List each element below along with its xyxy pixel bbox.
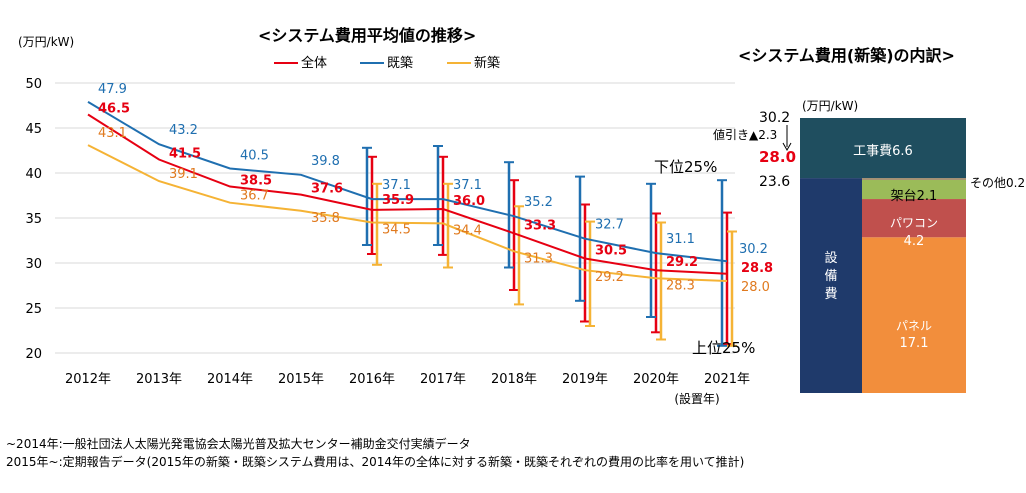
legend-label: 全体	[301, 55, 327, 71]
breakdown-y-label: (万円/kW)	[802, 99, 858, 113]
label-kadai: 架台2.1	[891, 189, 938, 204]
y-axis-label: (万円/kW)	[18, 35, 74, 49]
data-label-新築: 43.1	[98, 126, 127, 141]
label-panel: パネル	[896, 319, 932, 333]
data-label-既築: 30.2	[739, 242, 768, 257]
data-label-全体: 30.5	[595, 244, 627, 259]
x-tick-label: 2013年	[136, 372, 182, 387]
label-sonota: その他0.2	[970, 176, 1025, 190]
x-tick-label: 2012年	[65, 372, 111, 387]
source-note-2: 2015年~:定期報告データ(2015年の新築・既築システム費用は、2014年の…	[6, 455, 745, 469]
x-tick-label: 2014年	[207, 372, 253, 387]
data-label-既築: 47.9	[98, 82, 127, 97]
data-label-新築: 34.4	[453, 223, 482, 238]
data-label-既築: 40.5	[240, 149, 269, 164]
data-label-全体: 33.3	[524, 218, 556, 233]
y-tick-label: 30	[25, 257, 42, 272]
label-powercon: パワコン	[890, 216, 938, 230]
data-label-既築: 39.8	[311, 154, 340, 169]
data-label-新築: 31.3	[524, 251, 553, 266]
legend-label: 新築	[474, 55, 500, 71]
label-panel-value: 17.1	[900, 336, 929, 351]
y-tick-label: 35	[25, 212, 42, 227]
data-label-全体: 37.6	[311, 182, 343, 197]
x-tick-label: 2018年	[491, 372, 537, 387]
data-label-既築: 37.1	[453, 178, 482, 193]
x-tick-label: 2019年	[562, 372, 608, 387]
x-tick-label: 2021年	[704, 372, 750, 387]
x-axis-label: (設置年)	[674, 391, 719, 406]
data-label-既築: 32.7	[595, 218, 624, 233]
total-before-discount: 30.2	[759, 110, 790, 126]
y-tick-label: 45	[25, 122, 42, 137]
data-label-新築: 35.8	[311, 211, 340, 226]
data-label-新築: 36.7	[240, 189, 269, 204]
annotation-upper-quartile: 上位25%	[692, 339, 755, 357]
y-tick-label: 40	[25, 167, 42, 182]
data-label-新築: 28.0	[741, 280, 770, 295]
segment-kouji	[800, 118, 966, 179]
segment-sonota	[862, 178, 966, 180]
data-label-全体: 38.5	[240, 174, 272, 189]
x-tick-label: 2020年	[633, 372, 679, 387]
series-line-新築	[87, 144, 728, 282]
label-setsubi-char: 費	[824, 287, 837, 302]
series-line-全体	[87, 113, 728, 275]
data-label-全体: 46.5	[98, 102, 130, 117]
data-label-新築: 34.5	[382, 223, 411, 238]
series-line-既築	[87, 101, 728, 263]
line-chart-title: <システム費用平均値の推移>	[258, 26, 476, 45]
x-tick-label: 2016年	[349, 372, 395, 387]
x-tick-label: 2015年	[278, 372, 324, 387]
breakdown-title: <システム費用(新築)の内訳>	[738, 46, 955, 65]
label-setsubi-char: 備	[824, 268, 837, 284]
x-tick-label: 2017年	[420, 372, 466, 387]
data-label-既築: 37.1	[382, 178, 411, 193]
segment-setsubi	[800, 178, 862, 393]
data-label-既築: 31.1	[666, 232, 695, 247]
label-powercon-value: 4.2	[904, 234, 925, 249]
segment-kadai	[862, 179, 966, 200]
label-kouji: 工事費6.6	[853, 144, 913, 159]
legend-label: 既築	[387, 56, 413, 71]
data-label-既築: 43.2	[169, 123, 198, 138]
data-label-新築: 39.1	[169, 167, 198, 182]
discount-arrow-head	[782, 142, 792, 152]
data-label-新築: 28.3	[666, 278, 695, 293]
y-tick-label: 25	[25, 302, 42, 317]
data-label-既築: 35.2	[524, 195, 553, 210]
y-tick-label: 50	[25, 77, 42, 92]
discount-label: 値引き▲2.3	[713, 127, 777, 142]
data-label-全体: 28.8	[741, 261, 773, 276]
segment-panel	[862, 237, 966, 393]
equipment-total: 23.6	[759, 174, 790, 190]
data-label-全体: 41.5	[169, 147, 201, 162]
data-label-全体: 36.0	[453, 194, 485, 209]
total-after-discount: 28.0	[759, 148, 796, 166]
data-label-新築: 29.2	[595, 270, 624, 285]
segment-powercon	[862, 199, 966, 238]
annotation-lower-quartile: 下位25%	[654, 158, 717, 176]
label-setsubi-char: 設	[824, 250, 837, 266]
y-tick-label: 20	[25, 347, 42, 362]
source-note-1: ~2014年:一般社団法人太陽光発電協会太陽光普及拡大センター補助金交付実績デー…	[6, 437, 471, 451]
data-label-全体: 29.2	[666, 255, 698, 270]
data-label-全体: 35.9	[382, 193, 414, 208]
